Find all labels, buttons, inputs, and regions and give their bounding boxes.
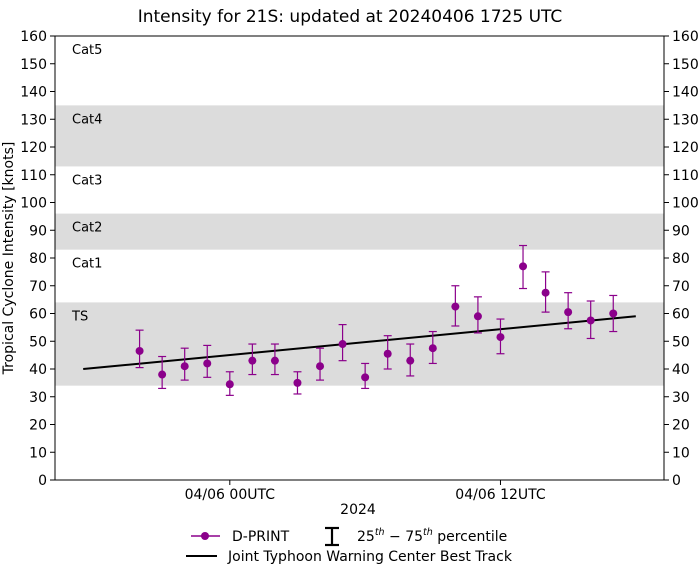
- dprint-point: [473, 312, 482, 321]
- y-axis-right-ticks: 0 10 20 30 40 50 60 70 80 90 100 110 120 130 140 150 160: [664, 29, 699, 489]
- dprint-point: [428, 344, 437, 353]
- dprint-point: [135, 346, 144, 355]
- y-tick-label-right: 80: [672, 251, 690, 267]
- y-tick-label-right: 20: [672, 418, 690, 434]
- dprint-point: [519, 262, 528, 271]
- legend-dprint-marker: [201, 532, 209, 540]
- legend-percentile-label: 25th − 75th percentile: [357, 527, 507, 545]
- legend-best-track-label: Joint Typhoon Warning Center Best Track: [227, 549, 513, 565]
- dprint-point: [586, 316, 595, 325]
- y-tick-label-right: 150: [672, 57, 699, 73]
- y-tick-label-left: 60: [29, 307, 47, 323]
- band-cat4: [55, 105, 664, 167]
- y-tick-label-left: 90: [29, 223, 47, 239]
- dprint-point: [541, 288, 550, 297]
- category-label-cat2: Cat2: [72, 221, 102, 236]
- x-tick-label: 04/06 00UTC: [185, 487, 276, 503]
- intensity-category-bands: [55, 105, 664, 386]
- dprint-point: [406, 356, 415, 365]
- y-tick-label-left: 0: [38, 473, 47, 489]
- y-tick-label-left: 160: [20, 29, 47, 45]
- y-tick-label-left: 20: [29, 418, 47, 434]
- y-tick-label-right: 70: [672, 279, 690, 295]
- y-tick-label-left: 50: [29, 334, 47, 350]
- dprint-point: [270, 356, 279, 365]
- dprint-point: [564, 308, 573, 317]
- x-tick-label: 04/06 12UTC: [455, 487, 546, 503]
- y-tick-label-right: 130: [672, 112, 699, 128]
- dprint-point: [225, 380, 234, 389]
- y-tick-label-left: 150: [20, 57, 47, 73]
- dprint-point: [203, 359, 212, 368]
- category-labels: Cat5 Cat4 Cat3 Cat2 Cat1 TS: [71, 43, 102, 324]
- y-tick-label-right: 120: [672, 140, 699, 156]
- y-axis-label: Tropical Cyclone Intensity [knots]: [1, 142, 17, 376]
- legend-dprint-label: D-PRINT: [232, 529, 290, 545]
- category-label-cat5: Cat5: [72, 43, 102, 58]
- best-track-line-layer: [83, 315, 636, 370]
- dprint-point: [248, 356, 257, 365]
- x-axis-ticks: 04/06 00UTC 04/06 12UTC: [185, 480, 546, 503]
- dprint-point: [293, 378, 302, 387]
- legend: D-PRINT 25th − 75th percentile Joint Typ…: [186, 526, 513, 565]
- dprint-point: [496, 333, 505, 342]
- y-tick-label-left: 70: [29, 279, 47, 295]
- category-label-cat1: Cat1: [72, 257, 102, 272]
- y-tick-label-left: 30: [29, 390, 47, 406]
- dprint-point: [158, 370, 167, 379]
- band-ts: [55, 302, 664, 386]
- dprint-point: [338, 340, 347, 349]
- category-label-ts: TS: [71, 309, 88, 324]
- y-tick-label-right: 110: [672, 168, 699, 184]
- y-tick-label-left: 140: [20, 85, 47, 101]
- y-tick-label-left: 40: [29, 362, 47, 378]
- dprint-points: [135, 262, 618, 389]
- y-tick-label-right: 10: [672, 445, 690, 461]
- y-tick-label-left: 110: [20, 168, 47, 184]
- y-tick-label-left: 80: [29, 251, 47, 267]
- y-axis-left-ticks: 0 10 20 30 40 50 60 70 80 90 100 110 120 130 140 150 160: [20, 29, 55, 489]
- dprint-point: [383, 349, 392, 358]
- y-tick-label-left: 120: [20, 140, 47, 156]
- y-tick-label-right: 90: [672, 223, 690, 239]
- y-tick-label-left: 100: [20, 196, 47, 212]
- y-tick-label-right: 160: [672, 29, 699, 45]
- best-track-line: [83, 315, 636, 370]
- dprint-point: [316, 362, 325, 371]
- y-tick-label-left: 130: [20, 112, 47, 128]
- category-label-cat3: Cat3: [72, 173, 102, 188]
- y-tick-label-left: 10: [29, 445, 47, 461]
- chart-title: Intensity for 21S: updated at 20240406 1…: [138, 7, 563, 27]
- category-label-cat4: Cat4: [72, 112, 102, 127]
- dprint-point: [451, 302, 460, 311]
- x-axis-label: 2024: [340, 502, 376, 518]
- legend-percentile-icon: [325, 526, 339, 547]
- y-tick-label-right: 140: [672, 85, 699, 101]
- y-tick-label-right: 60: [672, 307, 690, 323]
- y-tick-label-right: 100: [672, 196, 699, 212]
- y-tick-label-right: 0: [672, 473, 681, 489]
- dprint-point: [609, 309, 618, 318]
- y-tick-label-right: 30: [672, 390, 690, 406]
- y-tick-label-right: 40: [672, 362, 690, 378]
- band-cat2: [55, 213, 664, 250]
- dprint-point: [361, 373, 370, 382]
- y-tick-label-right: 50: [672, 334, 690, 350]
- dprint-point: [180, 362, 189, 371]
- plot-frame: [54, 35, 665, 481]
